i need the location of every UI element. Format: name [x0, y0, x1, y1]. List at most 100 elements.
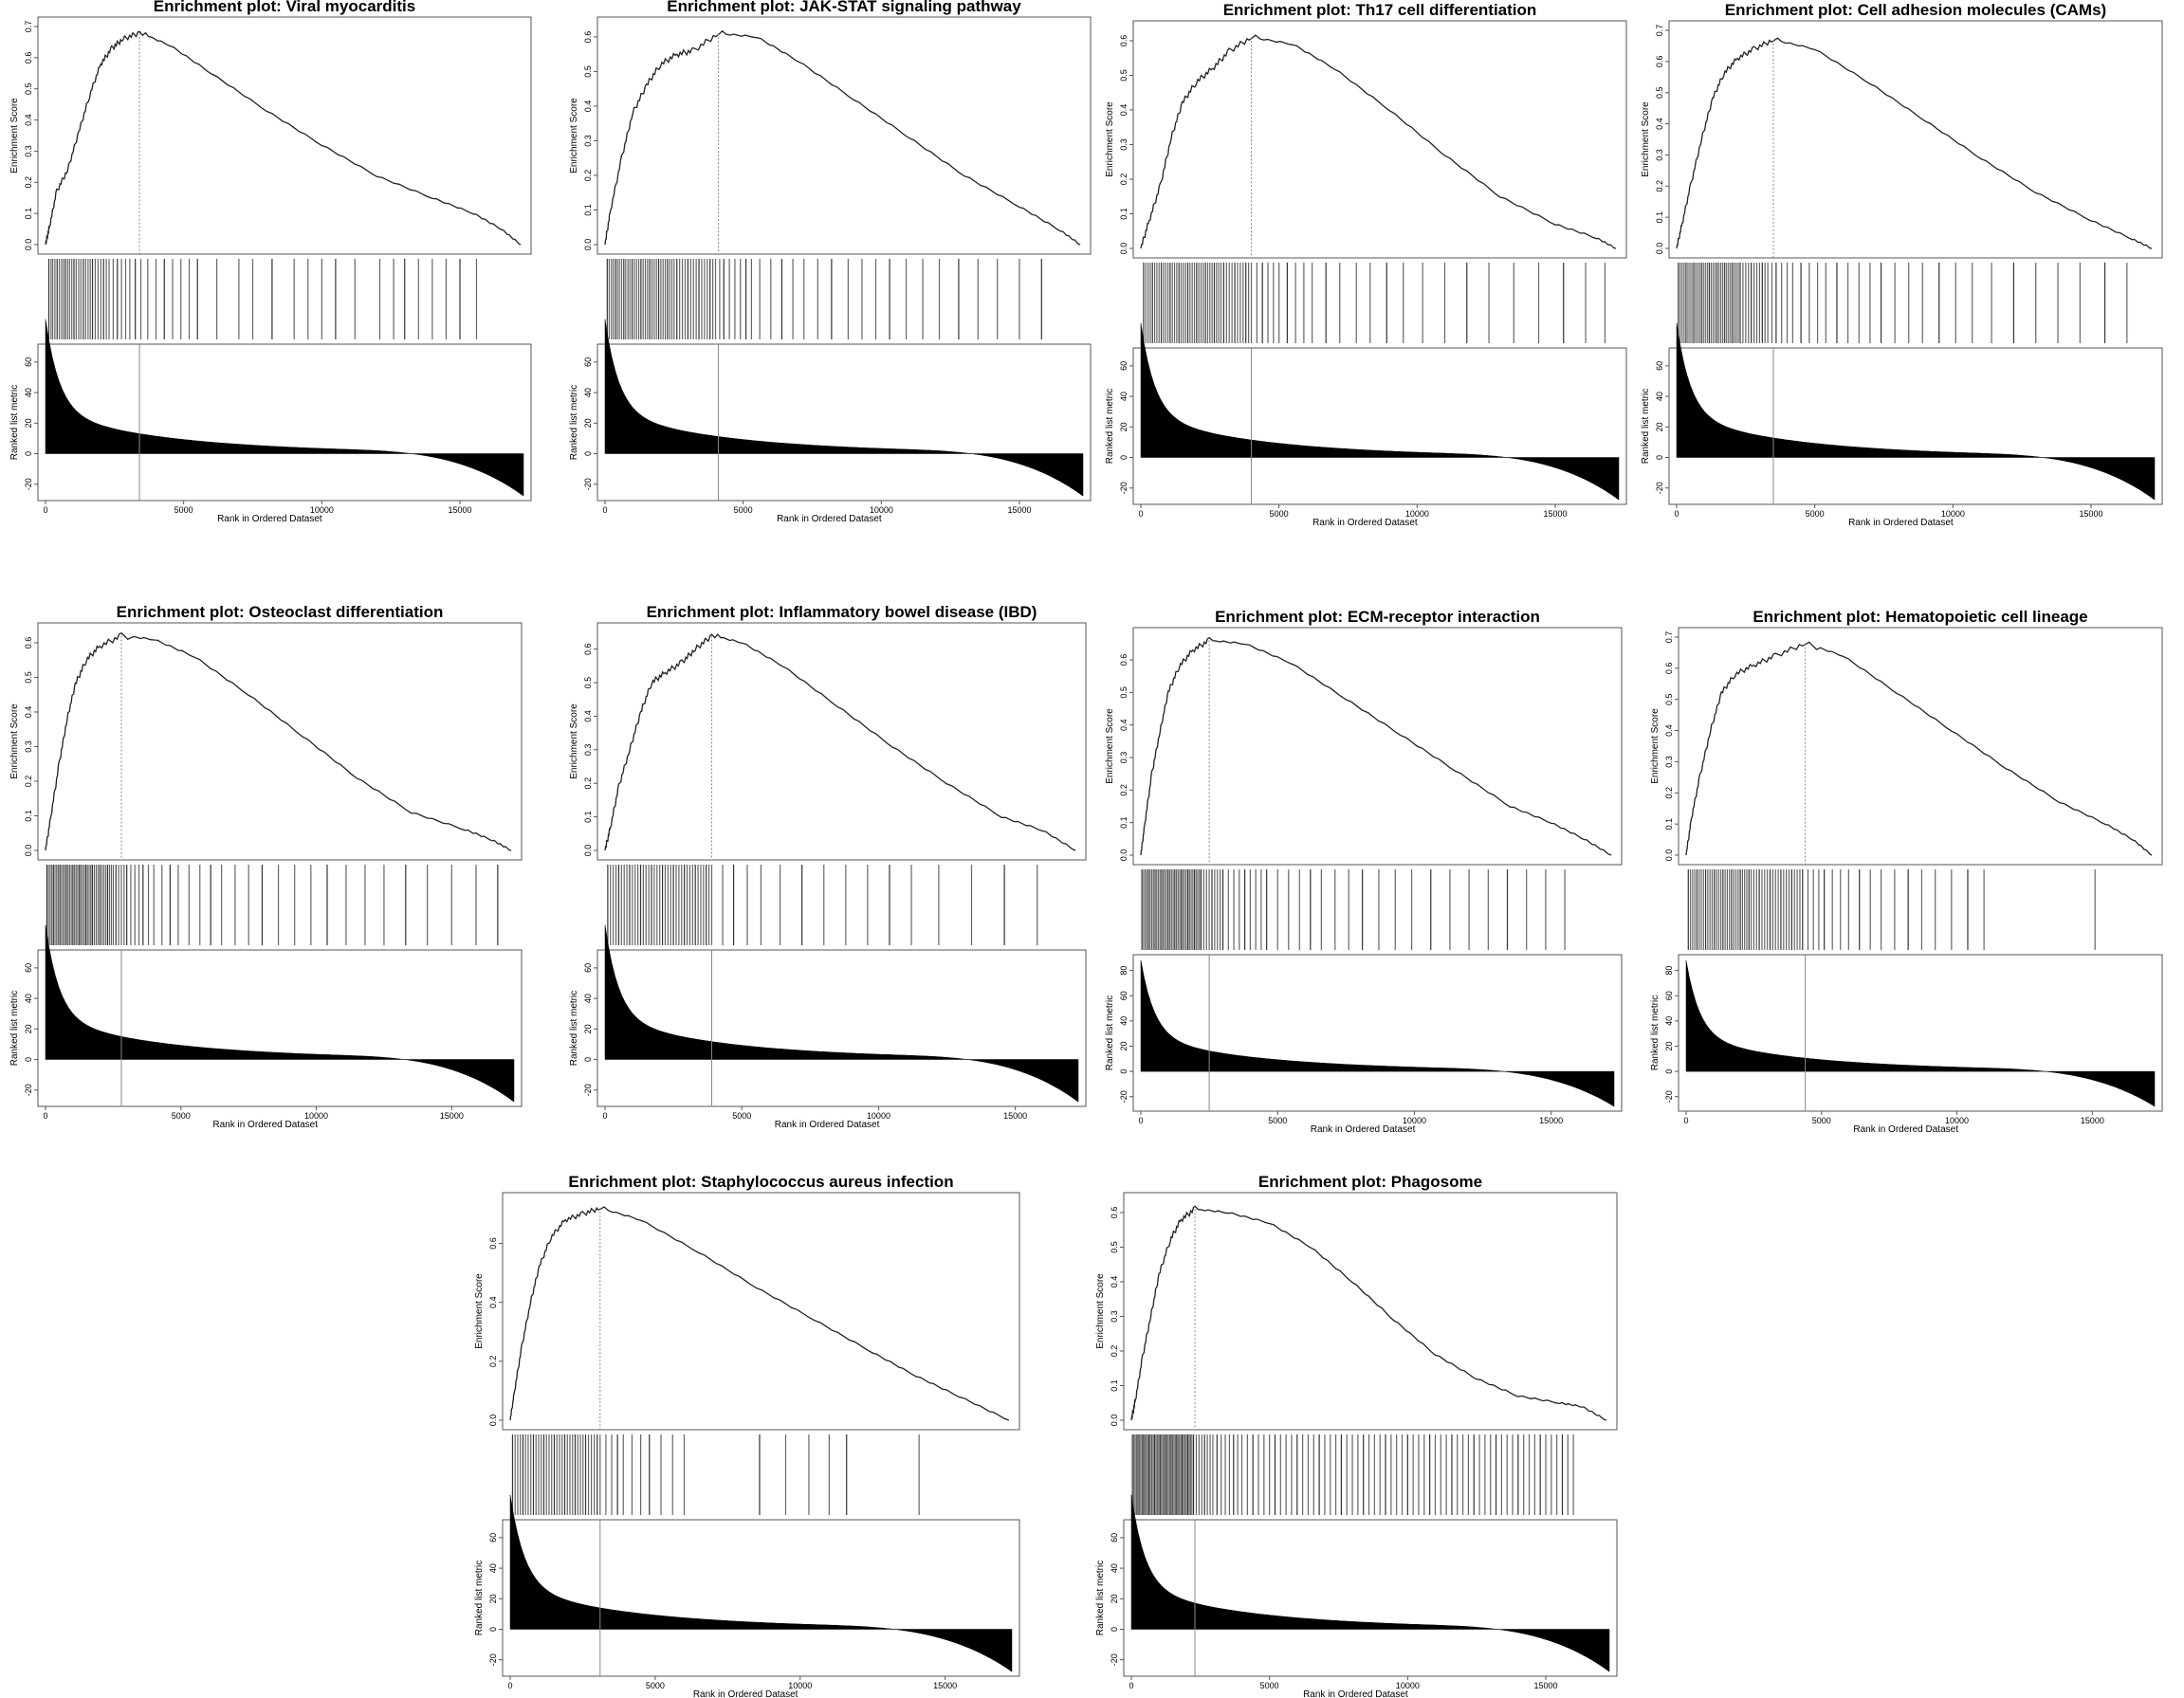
es-tick-label: 0.6: [1664, 663, 1674, 675]
x-tick-label: 5000: [732, 1111, 751, 1121]
es-tick-label: 0.1: [24, 208, 33, 220]
es-y-axis-label: Enrichment Score: [569, 703, 579, 779]
rank-tick-label: 0: [583, 1057, 593, 1062]
es-tick-label: 0.7: [24, 21, 33, 33]
rank-tick-label: 20: [24, 418, 33, 428]
es-y-axis-label: Enrichment Score: [1095, 1273, 1106, 1349]
es-tick-label: 0.4: [1110, 1276, 1119, 1288]
es-tick-label: 0.0: [1655, 243, 1664, 255]
es-tick-label: 0.1: [1110, 1379, 1119, 1392]
es-frame: [1668, 20, 2163, 259]
rank-tick-label: -20: [24, 478, 33, 490]
rank-tick-label: 0: [1119, 1069, 1129, 1074]
x-tick-label: 10000: [1945, 1116, 1969, 1125]
rank-y-axis-label: Ranked list metric: [1095, 1561, 1106, 1635]
es-tick-label: 0.5: [583, 65, 593, 78]
rank-tick-label: 40: [1119, 1016, 1129, 1026]
x-tick-label: 5000: [1812, 1116, 1831, 1125]
es-tick-label: 0.5: [1664, 693, 1674, 705]
rank-tick-label: 20: [488, 1594, 498, 1603]
rank-tick-label: 20: [1664, 1041, 1674, 1050]
x-tick-label: 0: [1683, 1116, 1688, 1125]
x-axis-label: Rank in Ordered Dataset: [777, 514, 882, 524]
rank-y-axis-label: Ranked list metric: [1105, 389, 1115, 464]
rank-tick-label: 40: [24, 994, 33, 1003]
rank-frame: [1123, 1519, 1618, 1677]
panel-10: Enrichment plot: Phagosome 0.0 0.1 0.2 0.3 0.…: [1095, 1173, 1618, 1698]
rank-tick-label: 20: [1119, 1041, 1129, 1050]
es-tick-label: 0.6: [24, 637, 33, 649]
rank-tick-label: 0: [488, 1627, 498, 1632]
rank-tick-label: 20: [1110, 1594, 1119, 1603]
rank-tick-label: 20: [1655, 422, 1664, 431]
es-y-axis-label: Enrichment Score: [1650, 708, 1661, 784]
x-tick-label: 5000: [646, 1681, 665, 1690]
rank-tick-label: -20: [583, 478, 593, 490]
es-tick-label: 0.1: [1119, 816, 1129, 829]
rank-y-axis-label: Ranked list metric: [569, 991, 579, 1066]
rank-tick-label: 60: [24, 963, 33, 973]
es-y-axis-label: Enrichment Score: [569, 98, 579, 173]
es-curve: [1685, 641, 2153, 856]
es-frame: [1678, 627, 2163, 866]
es-tick-label: 0.0: [24, 239, 33, 251]
rank-tick-label: 0: [1110, 1627, 1119, 1632]
panel-1: Enrichment plot: Viral myocarditis 0.0 0.1…: [9, 0, 532, 524]
x-tick-label: 0: [1674, 509, 1679, 519]
es-tick-label: 0.1: [1655, 211, 1664, 224]
x-tick-label: 5000: [1806, 509, 1825, 519]
rank-y-axis-label: Ranked list metric: [1105, 995, 1115, 1070]
x-axis-label: Rank in Ordered Dataset: [212, 1120, 318, 1130]
es-curve: [604, 633, 1076, 851]
es-tick-label: 0.4: [583, 100, 593, 113]
es-tick-label: 0.6: [583, 643, 593, 655]
es-tick-label: 0.3: [583, 744, 593, 757]
es-y-axis-label: Enrichment Score: [9, 98, 20, 173]
rank-tick-label: 20: [583, 1024, 593, 1033]
es-tick-label: 0.0: [1664, 849, 1674, 862]
rank-metric-area: [1130, 1494, 1610, 1672]
x-tick-label: 15000: [448, 505, 471, 515]
x-tick-label: 10000: [788, 1681, 812, 1690]
rank-tick-label: 40: [1119, 392, 1129, 401]
es-tick-label: 0.3: [583, 135, 593, 147]
es-frame: [37, 622, 523, 861]
x-tick-label: 5000: [734, 505, 753, 515]
rank-tick-label: 80: [1119, 966, 1129, 976]
es-tick-label: 0.1: [583, 811, 593, 823]
es-curve: [1140, 636, 1612, 856]
x-tick-label: 15000: [440, 1111, 464, 1121]
rank-metric-area: [1140, 322, 1620, 501]
x-axis-label: Rank in Ordered Dataset: [1853, 1124, 1958, 1135]
rank-tick-label: -20: [1655, 482, 1664, 494]
rank-tick-label: 40: [583, 994, 593, 1003]
es-tick-label: 0.3: [1110, 1310, 1119, 1323]
rank-metric-area: [45, 319, 524, 497]
es-tick-label: 0.2: [1119, 173, 1129, 186]
es-tick-label: 0.4: [1664, 724, 1674, 737]
es-tick-label: 0.7: [1664, 631, 1674, 644]
x-tick-label: 0: [602, 505, 607, 515]
rank-tick-label: 40: [1655, 392, 1664, 401]
x-axis-label: Rank in Ordered Dataset: [217, 514, 322, 524]
rank-tick-label: 0: [1664, 1069, 1674, 1074]
rank-frame: [37, 343, 532, 502]
rank-frame: [37, 949, 523, 1107]
panel-title: Enrichment plot: Th17 cell differentiati…: [1223, 1, 1537, 19]
x-tick-label: 10000: [1941, 509, 1965, 519]
rank-frame: [1668, 347, 2163, 505]
x-tick-label: 15000: [2081, 1116, 2104, 1125]
panel-9: Enrichment plot: Staphylococcus aureus i…: [474, 1173, 1020, 1698]
rank-metric-area: [1676, 322, 2156, 501]
x-tick-label: 15000: [2079, 509, 2102, 519]
x-axis-label: Rank in Ordered Dataset: [693, 1689, 798, 1698]
es-tick-label: 0.2: [488, 1356, 498, 1368]
es-y-axis-label: Enrichment Score: [1641, 101, 1651, 177]
rank-metric-area: [604, 924, 1079, 1103]
rank-y-axis-label: Ranked list metric: [569, 385, 579, 460]
rank-y-axis-label: Ranked list metric: [474, 1561, 485, 1635]
x-axis-label: Rank in Ordered Dataset: [1311, 1124, 1416, 1135]
es-tick-label: 0.2: [583, 777, 593, 790]
rank-tick-label: 60: [1119, 361, 1129, 371]
rank-tick-label: -20: [1664, 1090, 1674, 1103]
